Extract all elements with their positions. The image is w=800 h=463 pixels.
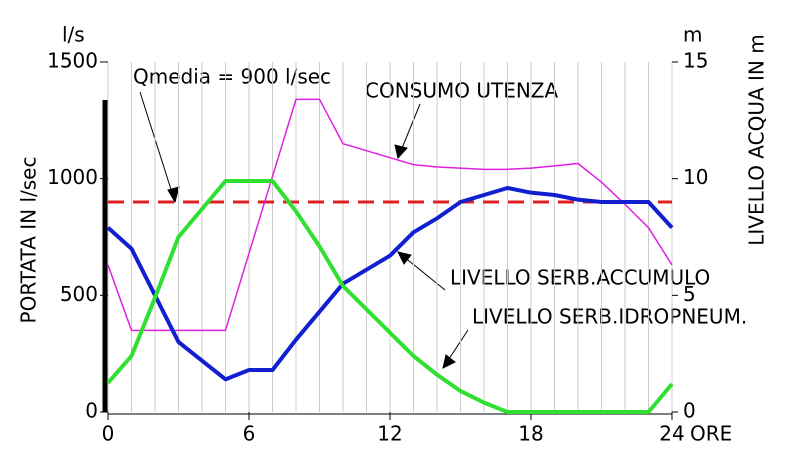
arrow — [442, 354, 456, 369]
x-tick-label: 6 — [243, 422, 256, 446]
series-line — [106, 186, 674, 382]
y-tick-label: 500 — [60, 282, 98, 306]
x-tick-label: 24 — [659, 422, 684, 446]
arrow — [397, 251, 412, 265]
y-tick-label: 1000 — [47, 165, 98, 189]
y2-axis-label: LIVELLO ACQUA IN m — [745, 34, 769, 245]
y-unit: l/s — [62, 23, 85, 47]
arrow — [167, 186, 180, 204]
y-axis-label: PORTATA IN l/sec — [17, 157, 41, 324]
y-tick-label: 0 — [85, 399, 98, 423]
x-axis-label: ORE — [690, 422, 732, 446]
series-line — [106, 179, 674, 414]
y2-tick-label: 0 — [683, 399, 696, 423]
series-label: CONSUMO UTENZA — [365, 79, 559, 103]
y2-tick-label: 15 — [683, 49, 708, 73]
series-label: LIVELLO SERB.IDROPNEUM. — [472, 305, 747, 329]
reference-label: Qmedia = 900 l/sec — [133, 65, 331, 89]
y2-tick-label: 10 — [683, 165, 708, 189]
leader — [139, 91, 176, 203]
y2-tick-label: 5 — [683, 282, 696, 306]
x-tick-label: 18 — [518, 422, 543, 446]
y-tick-label: 1500 — [47, 49, 98, 73]
series-label: LIVELLO SERB.ACCUMULO — [450, 266, 710, 290]
arrow — [394, 144, 408, 160]
series-line — [107, 98, 673, 332]
x-tick-label: 0 — [102, 422, 115, 446]
x-tick-label: 12 — [377, 422, 402, 446]
y2-unit: m — [683, 23, 702, 47]
